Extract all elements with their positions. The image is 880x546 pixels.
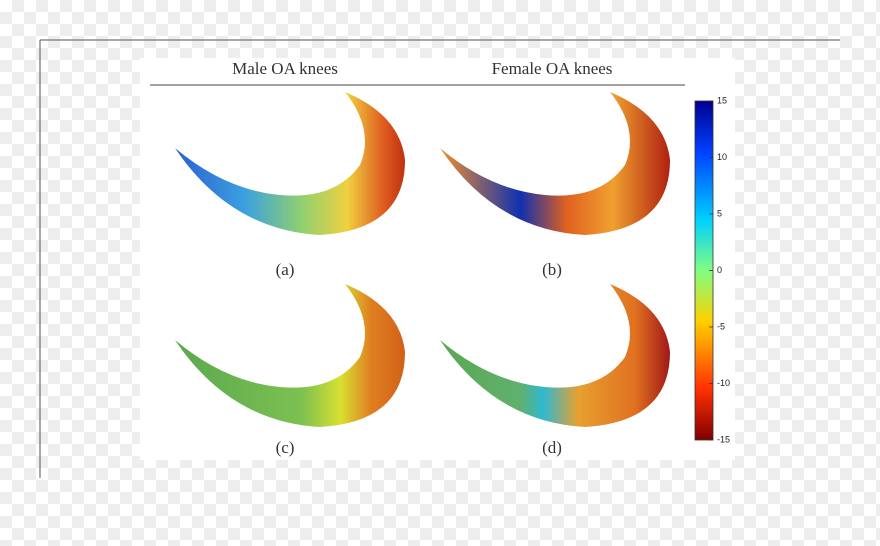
panel-label: (d) [542,438,562,457]
column-header: Female OA knees [492,59,613,78]
tick-label: -5 [717,321,725,331]
panel-label: (a) [276,260,295,279]
tick-label: 5 [717,208,722,218]
tick-label: -10 [717,378,730,388]
tick-label: 15 [717,95,727,105]
panel-label: (b) [542,260,562,279]
tick-label: -15 [717,434,730,444]
column-header: Male OA knees [232,59,338,78]
panel-label: (c) [276,438,295,457]
tick-label: 10 [717,152,727,162]
tick-label: 0 [717,265,722,275]
